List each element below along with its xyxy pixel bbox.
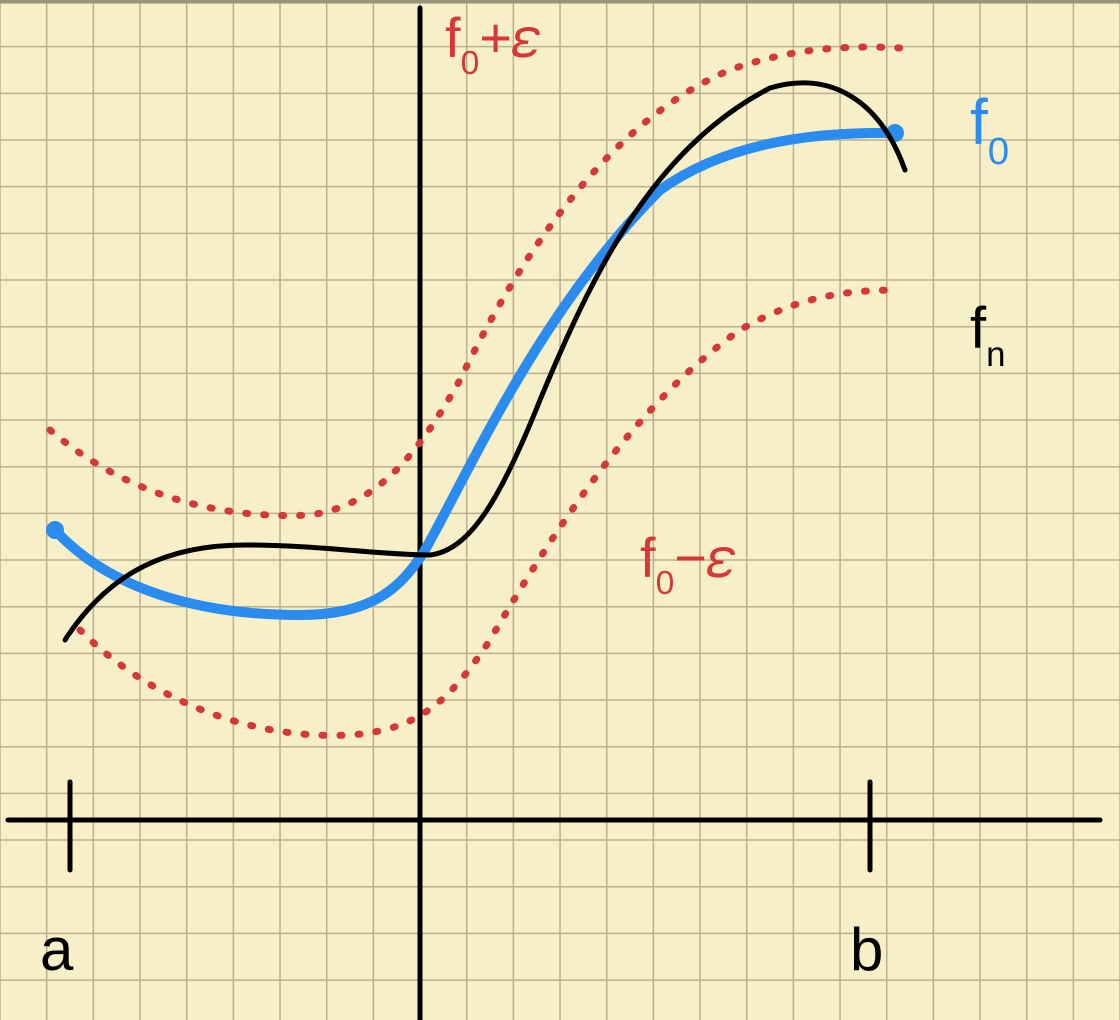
label-f0-plus-eps: f0+𝜀 xyxy=(445,10,540,76)
label-lower-tail: −𝜀 xyxy=(674,526,735,589)
label-upper-main: f xyxy=(445,6,461,69)
label-b-text: b xyxy=(850,916,883,983)
label-fn-sub: n xyxy=(986,335,1005,374)
label-lower-main: f xyxy=(640,526,656,589)
plot-svg xyxy=(0,0,1120,1020)
label-f0-main: f xyxy=(970,86,988,158)
label-lower-sub: 0 xyxy=(656,565,675,602)
label-f0-minus-eps: f0−𝜀 xyxy=(640,530,735,596)
label-fn-main: f xyxy=(970,296,986,361)
label-f0-sub: 0 xyxy=(988,130,1009,173)
label-upper-sub: 0 xyxy=(461,45,480,82)
diagram-root: f0+𝜀 f0−𝜀 f0 fn a b xyxy=(0,0,1120,1020)
label-a: a xyxy=(40,920,73,980)
label-f0: f0 xyxy=(970,90,1009,165)
label-fn: fn xyxy=(970,300,1005,367)
label-a-text: a xyxy=(40,916,73,983)
label-upper-tail: +𝜀 xyxy=(479,6,540,69)
label-b: b xyxy=(850,920,883,980)
